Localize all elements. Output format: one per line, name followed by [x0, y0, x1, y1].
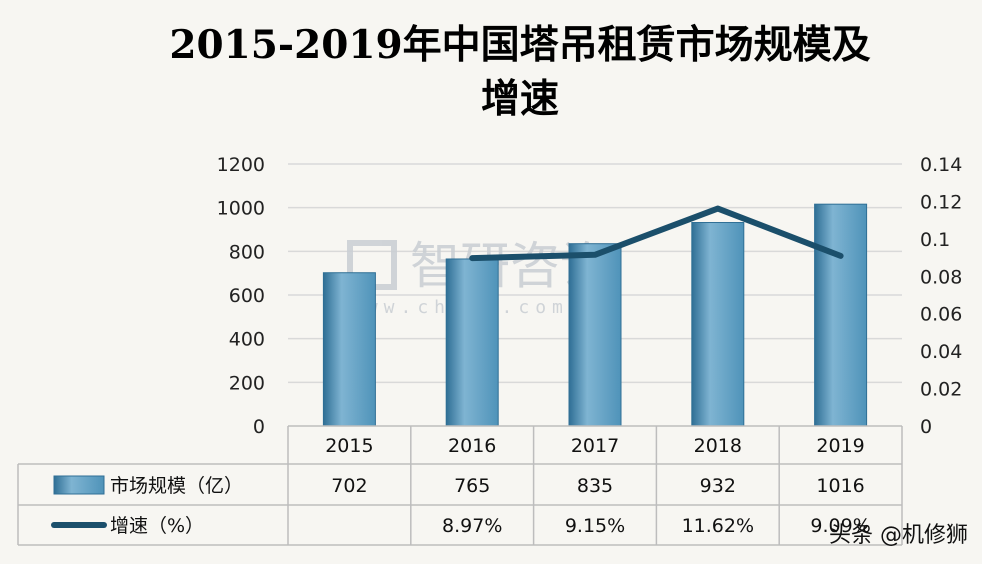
chart-title-line1: 2015-2019年中国塔吊租赁市场规模及 — [169, 22, 870, 68]
y-left-tick-label: 800 — [229, 241, 265, 263]
y-left-tick-label: 200 — [229, 372, 265, 394]
y-axis-right: 0 0.02 0.04 0.06 0.08 0.1 0.12 0.14 — [920, 154, 962, 438]
credit-text: 头条 @机修狮 — [829, 523, 968, 548]
y-left-tick-label: 0 — [253, 416, 265, 438]
table-value-growth: 11.62% — [682, 515, 754, 537]
legend-label-growth: 增速（%） — [110, 515, 204, 537]
y-right-tick-label: 0 — [920, 416, 932, 438]
table-value-market-size: 702 — [331, 475, 367, 497]
y-right-tick-label: 0.1 — [920, 229, 950, 251]
growth-line — [469, 205, 844, 262]
line-series — [469, 205, 844, 262]
y-right-tick-label: 0.08 — [920, 266, 962, 288]
legend-label-market-size: 市场规模（亿） — [110, 475, 243, 497]
table-value-growth: 9.15% — [565, 515, 625, 537]
bar-2018 — [691, 222, 745, 427]
x-category-label: 2019 — [816, 435, 864, 457]
y-left-tick-label: 1200 — [217, 154, 265, 176]
y-left-tick-label: 400 — [229, 329, 265, 351]
bar-series — [322, 203, 868, 427]
y-right-tick-label: 0.12 — [920, 191, 962, 213]
table-value-growth: 8.97% — [442, 515, 502, 537]
x-category-label: 2016 — [448, 435, 496, 457]
bar-2015 — [322, 272, 376, 427]
y-right-tick-label: 0.04 — [920, 341, 962, 363]
y-axis-left: 0 200 400 600 800 1000 1200 — [217, 154, 265, 438]
table-value-growth: 9.09% — [810, 515, 870, 537]
chart-title-line2: 增速 — [481, 76, 559, 122]
bar-2017 — [568, 243, 622, 427]
y-left-tick-label: 1000 — [217, 198, 265, 220]
data-table: 2015 2016 2017 2018 2019 市场规模（亿） 增速（%） 702 765 83… — [17, 425, 903, 546]
bar-2016 — [445, 258, 499, 427]
table-value-market-size: 835 — [577, 475, 613, 497]
y-right-tick-label: 0.02 — [920, 379, 962, 401]
table-value-market-size: 1016 — [816, 475, 864, 497]
table-value-market-size: 932 — [700, 475, 736, 497]
y-left-tick-label: 600 — [229, 285, 265, 307]
y-right-tick-label: 0.14 — [920, 154, 962, 176]
x-category-label: 2017 — [571, 435, 619, 457]
y-right-tick-label: 0.06 — [920, 304, 962, 326]
bar-2019 — [814, 203, 868, 427]
table-value-market-size: 765 — [454, 475, 490, 497]
x-category-label: 2018 — [694, 435, 742, 457]
legend-bar-swatch — [53, 475, 105, 495]
x-category-label: 2015 — [325, 435, 373, 457]
